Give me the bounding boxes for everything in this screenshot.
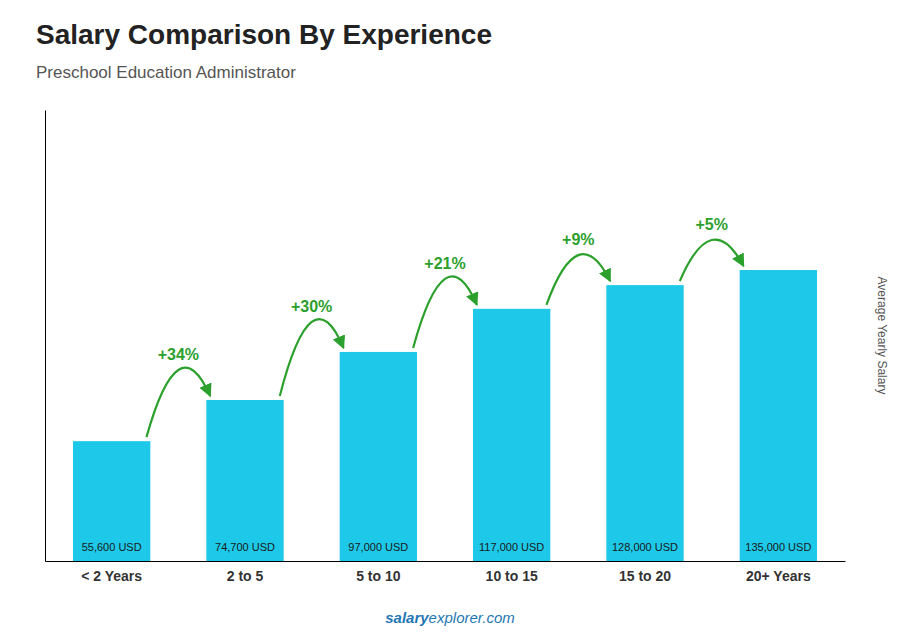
data-label: 135,000 USD xyxy=(745,541,811,553)
subtitle: Preschool Education Administrator xyxy=(36,63,296,82)
x-tick-label: 5 to 10 xyxy=(356,568,401,584)
x-tick: 15 to 20 xyxy=(619,568,671,584)
bar xyxy=(73,441,150,561)
x-tick: 20+ Years xyxy=(746,568,811,584)
x-tick: < 2 Years xyxy=(81,568,142,584)
bars xyxy=(73,270,817,561)
data-label: 117,000 USD xyxy=(479,541,544,553)
x-tick-label: 2 to 5 xyxy=(227,568,264,584)
bar xyxy=(340,352,417,561)
watermark-part: .com xyxy=(482,609,515,626)
annotation-arrow xyxy=(546,254,610,305)
annotation: +5% xyxy=(695,216,727,233)
x-tick: 5 to 10 xyxy=(356,568,401,584)
bar xyxy=(740,270,817,561)
x-axis-line xyxy=(46,561,846,562)
annotation-arrow xyxy=(146,368,210,437)
data-label: 97,000 USD xyxy=(348,541,408,553)
y-axis-title: Average Yearly Salary xyxy=(875,277,889,395)
y-axis-line xyxy=(45,111,46,562)
annotation: +9% xyxy=(562,231,594,248)
title: Salary Comparison By Experience xyxy=(36,19,492,50)
bar xyxy=(473,309,550,561)
x-tick-label: 10 to 15 xyxy=(486,568,538,584)
data-label: 128,000 USD xyxy=(612,541,678,553)
watermark: salaryexplorer.com xyxy=(385,609,515,626)
annotation: +34% xyxy=(158,346,199,363)
annotation-arrow xyxy=(280,319,344,396)
y-axis xyxy=(45,111,46,562)
bar xyxy=(206,400,283,561)
data-label: 55,600 USD xyxy=(82,541,142,553)
x-tick: 10 to 15 xyxy=(486,568,538,584)
x-axis: < 2 Years 2 to 5 5 to 10 10 to 15 15 to 20 20… xyxy=(46,562,846,584)
x-tick: 2 to 5 xyxy=(227,568,264,584)
watermark-part: explorer xyxy=(429,609,484,626)
data-label: 74,700 USD xyxy=(215,541,275,553)
x-tick-label: 20+ Years xyxy=(746,568,811,584)
watermark-part: salary xyxy=(385,609,429,626)
annotation: +30% xyxy=(291,298,332,315)
data-labels: 55,600 USD 74,700 USD 97,000 USD 117,000 US… xyxy=(82,541,812,553)
chart: Salary Comparison By Experience Preschool… xyxy=(0,0,900,641)
x-tick-label: < 2 Years xyxy=(81,568,142,584)
x-tick-label: 15 to 20 xyxy=(619,568,671,584)
annotation-arrow xyxy=(413,276,477,348)
bar xyxy=(606,285,683,561)
annotation-arrow xyxy=(680,240,744,282)
annotation: +21% xyxy=(424,255,465,272)
annotations: +34% +30% +21% +9% +5% xyxy=(146,216,743,437)
